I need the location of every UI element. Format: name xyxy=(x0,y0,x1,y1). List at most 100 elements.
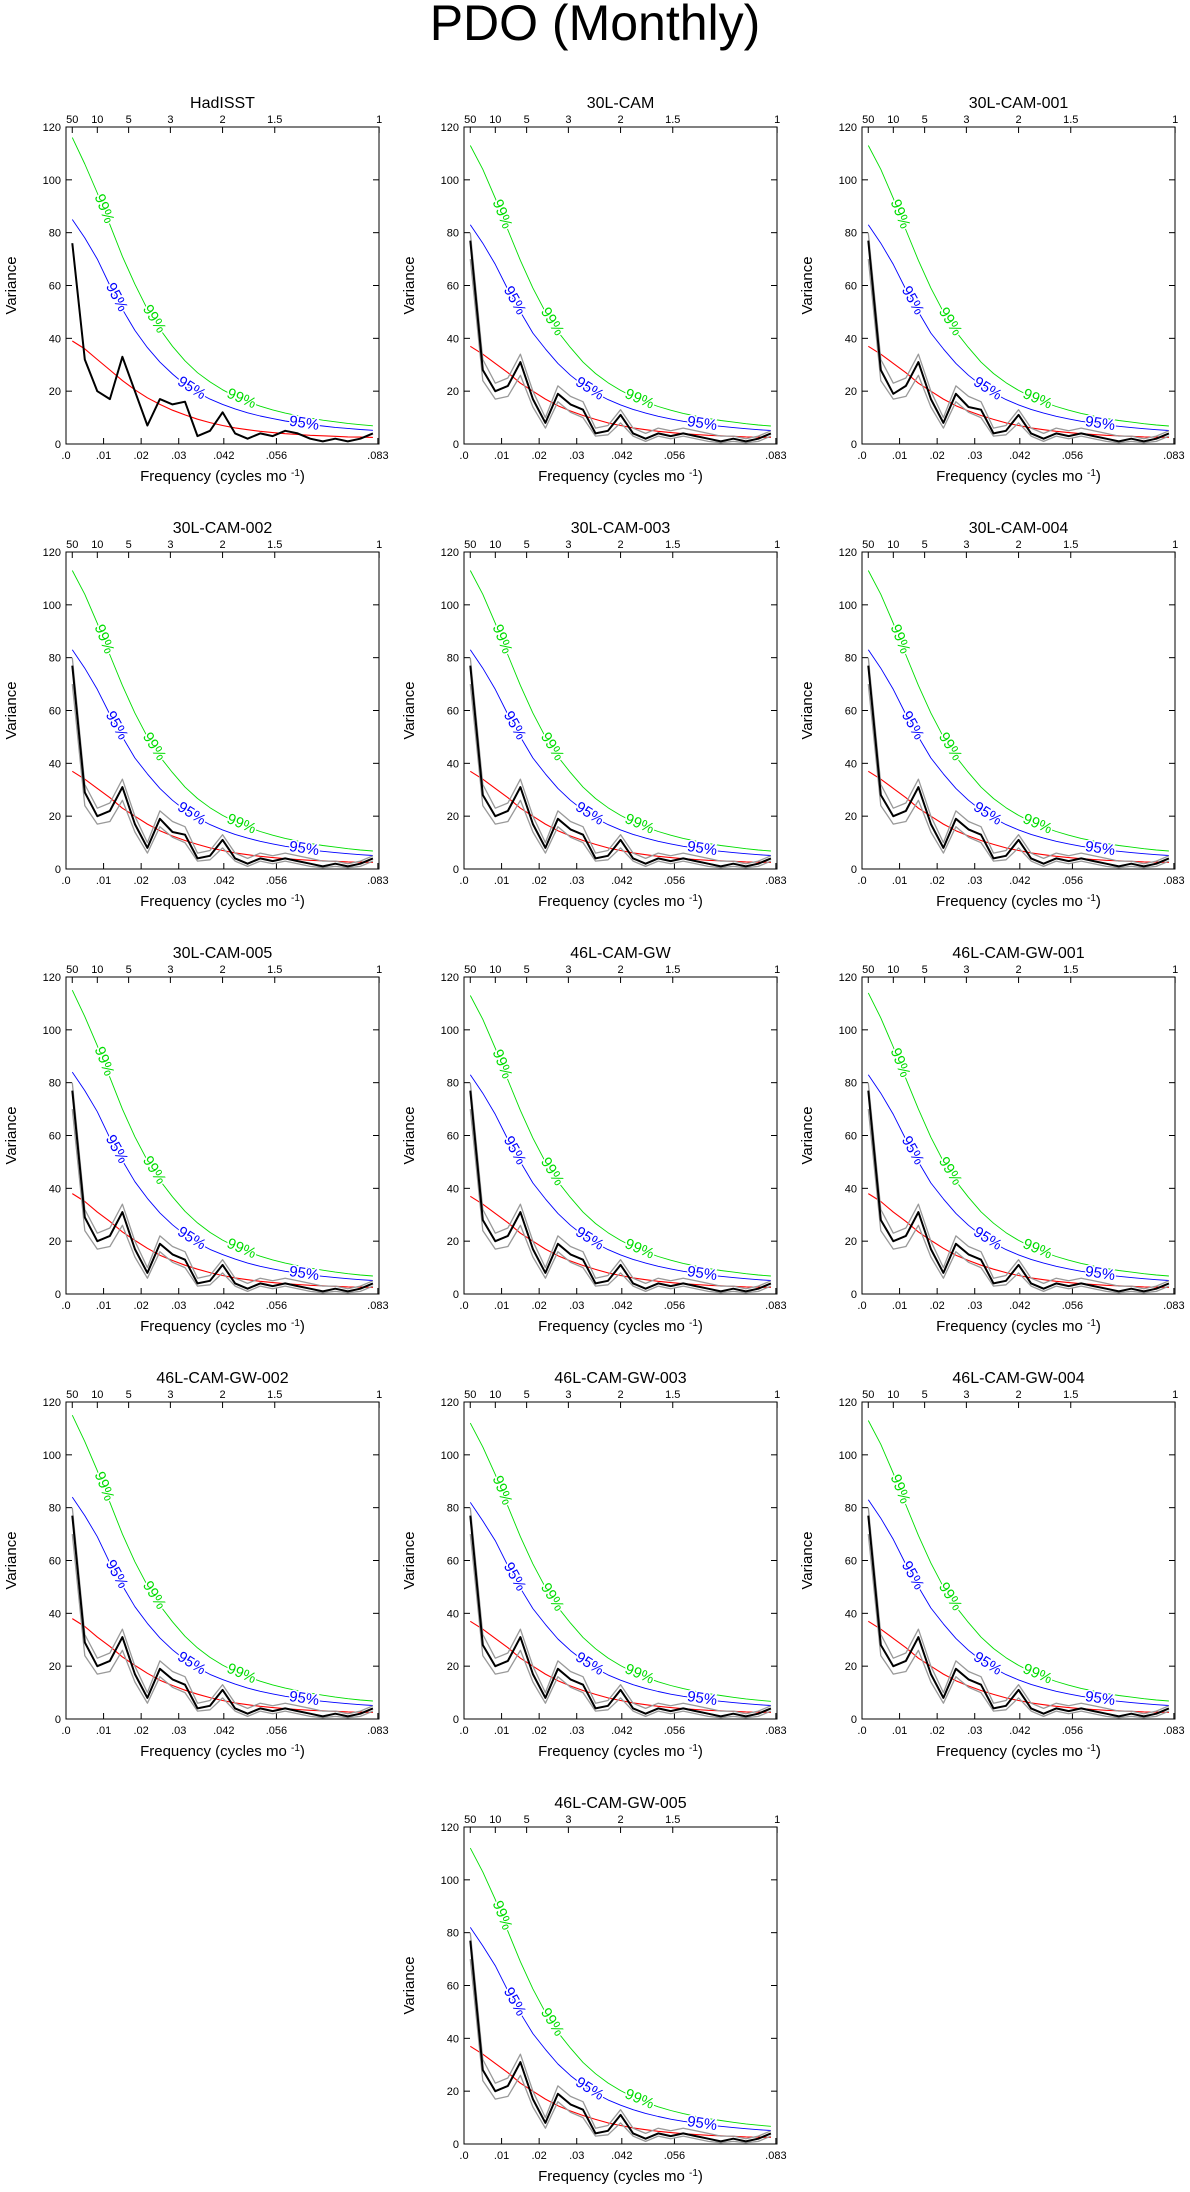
x-tick-label: .042 xyxy=(1009,450,1030,462)
x-axis-label-exponent: -1 xyxy=(1087,1743,1096,1754)
panel-title: 30L-CAM-004 xyxy=(969,520,1069,537)
x-tick-label: .042 xyxy=(213,1300,234,1312)
y-tick-label: 20 xyxy=(845,386,857,398)
conf99-label: 99% xyxy=(537,729,567,763)
y-tick-label: 20 xyxy=(447,1236,459,1248)
x-tick-label: .03 xyxy=(171,875,186,887)
y-tick-label: 40 xyxy=(49,1183,61,1195)
x-axis-label: Frequency (cycles mo -1) xyxy=(140,893,305,911)
panel-title: HadISST xyxy=(190,95,255,112)
x-tick-label: .056 xyxy=(664,1725,685,1737)
ensemble-spread-low-line xyxy=(867,1109,1170,1294)
ensemble-spread-high-line xyxy=(469,1507,772,1715)
x-tick-label: .056 xyxy=(266,875,287,887)
conf95-label: 95% xyxy=(1084,1263,1116,1284)
conf99-line xyxy=(71,137,373,427)
top-tick-label: 3 xyxy=(963,1389,969,1401)
x-axis-label-exponent: -1 xyxy=(689,2168,698,2179)
top-tick-label: 10 xyxy=(91,539,103,551)
conf95-label: 95% xyxy=(898,283,927,318)
top-tick-label: 50 xyxy=(464,964,476,976)
ensemble-spread-low-line xyxy=(71,1109,374,1294)
y-tick-label: 0 xyxy=(453,439,459,451)
conf95-label: 95% xyxy=(686,1263,718,1284)
x-tick-label: .0 xyxy=(459,450,468,462)
conf99-label: 99% xyxy=(224,1660,258,1687)
x-axis-label-exponent: -1 xyxy=(689,1743,698,1754)
x-tick-label: .0 xyxy=(61,1300,70,1312)
conf99-label: 99% xyxy=(91,1469,118,1503)
spectrum-line xyxy=(867,665,1170,868)
ensemble-spread-low-line xyxy=(469,1534,772,1719)
top-tick-label: 1.5 xyxy=(1063,114,1078,126)
y-axis-label: Variance xyxy=(3,256,20,314)
x-axis-label: Frequency (cycles mo -1) xyxy=(538,468,703,486)
top-tick-label: 50 xyxy=(862,114,874,126)
x-tick-label: .03 xyxy=(967,1300,982,1312)
y-tick-label: 80 xyxy=(845,653,857,665)
y-tick-label: 20 xyxy=(447,386,459,398)
x-tick-label: .03 xyxy=(569,875,584,887)
y-tick-label: 60 xyxy=(845,281,857,293)
conf95-label: 95% xyxy=(102,1132,131,1167)
y-tick-label: 60 xyxy=(49,281,61,293)
x-axis-label-exponent: -1 xyxy=(291,1318,300,1329)
x-axis-label: Frequency (cycles mo -1) xyxy=(936,893,1101,911)
ensemble-spread-low-line xyxy=(71,684,374,869)
conf99-label: 99% xyxy=(537,1154,567,1188)
top-tick-label: 10 xyxy=(91,114,103,126)
x-tick-label: .0 xyxy=(459,875,468,887)
conf99-label: 99% xyxy=(91,1044,118,1078)
conf95-line xyxy=(469,649,771,856)
x-axis-label-exponent: -1 xyxy=(689,1318,698,1329)
spectrum-line xyxy=(867,1515,1170,1718)
x-tick-label: .01 xyxy=(96,1300,111,1312)
conf99-label: 99% xyxy=(622,2085,656,2112)
panel-title: 46L-CAM-GW xyxy=(570,945,671,962)
top-tick-label: 50 xyxy=(464,114,476,126)
x-tick-label: .01 xyxy=(96,875,111,887)
top-tick-label: 2 xyxy=(1016,539,1022,551)
spectrum-line xyxy=(867,1090,1170,1293)
x-axis-label: Frequency (cycles mo -1) xyxy=(936,1318,1101,1336)
y-tick-label: 40 xyxy=(845,1608,857,1620)
conf99-label: 99% xyxy=(224,385,258,412)
top-tick-label: 10 xyxy=(887,964,899,976)
x-tick-label: .02 xyxy=(930,1300,945,1312)
spectrum-panel: 30L-CAM-003 0 20 40 60 80 100 120 .0 .01 .02 .03 .04… xyxy=(401,520,787,910)
x-axis-label-close: ) xyxy=(300,1743,305,1760)
x-tick-label: .083 xyxy=(367,875,388,887)
x-tick-label: .03 xyxy=(171,450,186,462)
spectrum-panel: 46L-CAM-GW-005 0 20 40 60 80 100 120 .0 .01 .02 .03… xyxy=(401,1795,787,2185)
x-tick-label: .02 xyxy=(134,1725,149,1737)
conf95-label: 95% xyxy=(500,1133,529,1168)
spectrum-line xyxy=(867,240,1170,443)
x-tick-label: .042 xyxy=(213,450,234,462)
x-axis-label-close: ) xyxy=(698,1318,703,1335)
x-tick-label: .056 xyxy=(664,875,685,887)
y-tick-label: 120 xyxy=(441,1397,459,1409)
top-tick-label: 3 xyxy=(167,964,173,976)
y-tick-label: 80 xyxy=(447,1928,459,1940)
conf99-label: 99% xyxy=(489,622,516,656)
top-tick-label: 1.5 xyxy=(665,964,680,976)
conf99-label: 99% xyxy=(537,304,567,338)
top-tick-label: 1 xyxy=(1172,1389,1178,1401)
top-tick-label: 3 xyxy=(963,539,969,551)
y-tick-label: 0 xyxy=(55,439,61,451)
y-axis-label: Variance xyxy=(401,1531,418,1589)
conf99-line xyxy=(469,1422,771,1702)
conf99-label: 99% xyxy=(537,1580,567,1614)
y-axis-label: Variance xyxy=(401,256,418,314)
x-tick-label: .0 xyxy=(459,2150,468,2162)
x-tick-label: .0 xyxy=(857,875,866,887)
spectrum-line xyxy=(469,665,772,868)
y-tick-label: 100 xyxy=(839,175,857,187)
conf95-line xyxy=(71,1496,373,1706)
y-axis-label: Variance xyxy=(401,1956,418,2014)
figure-title: PDO (Monthly) xyxy=(429,0,761,51)
x-tick-label: .083 xyxy=(765,875,786,887)
conf95-label: 95% xyxy=(500,708,529,743)
conf95-line xyxy=(71,649,373,856)
x-tick-label: .02 xyxy=(930,875,945,887)
